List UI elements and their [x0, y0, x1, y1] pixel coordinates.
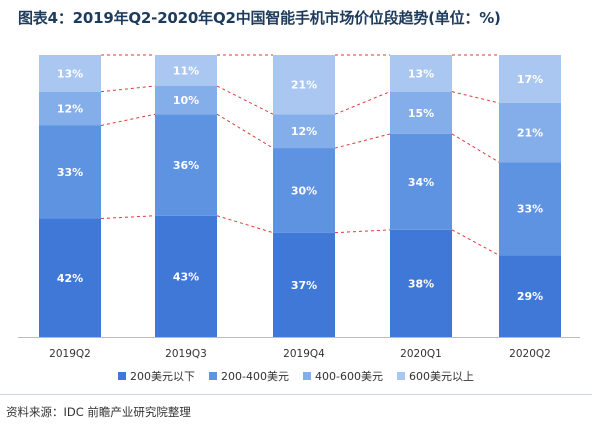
bar-segment-2020Q2-0 [499, 255, 561, 337]
x-tick-label-2019Q3: 2019Q3 [165, 348, 207, 360]
connector-line-0-1 [100, 113, 156, 126]
source-note: 资料来源：IDC 前瞻产业研究院整理 [6, 405, 191, 419]
bar-segment-2020Q2-2 [499, 102, 561, 163]
data-label-2020Q2-0: 29% [517, 290, 543, 303]
connector-line-1-0 [216, 215, 274, 234]
x-tick-label-2020Q1: 2020Q1 [400, 348, 442, 360]
bar-segment-2020Q1-3 [390, 55, 452, 92]
data-label-2019Q4-3: 21% [291, 79, 317, 92]
data-label-2019Q2-0: 42% [57, 272, 83, 285]
x-tick-label-2020Q2: 2020Q2 [509, 348, 551, 360]
legend-item-3: 600美元以上 [396, 368, 474, 384]
bar-segment-2019Q2-1 [39, 125, 101, 219]
data-label-2020Q2-3: 17% [517, 73, 543, 86]
x-tick-label-2019Q2: 2019Q2 [49, 348, 91, 360]
data-label-2019Q4-2: 12% [291, 125, 317, 138]
bar-segment-2019Q3-3 [155, 55, 217, 87]
data-label-2020Q1-3: 13% [408, 67, 434, 80]
legend-swatch-2 [303, 372, 311, 380]
data-label-2019Q3-2: 10% [173, 94, 199, 107]
connector-line-0-2 [100, 85, 156, 93]
bar-segment-2019Q4-2 [273, 114, 335, 149]
legend-item-2: 400-600美元 [303, 368, 383, 384]
legend-item-0: 200美元以下 [118, 368, 195, 384]
connector-line-0-0 [100, 215, 156, 220]
connector-line-2-1 [334, 133, 391, 149]
data-label-2019Q3-3: 11% [173, 65, 199, 78]
legend-label-0: 200美元以下 [130, 370, 196, 383]
bar-segment-2019Q3-0 [155, 215, 217, 337]
data-label-2019Q4-1: 30% [291, 184, 317, 197]
x-tick-label-2019Q4: 2019Q4 [283, 348, 325, 360]
bar-segment-2019Q2-0 [39, 218, 101, 337]
chart-title: 图表4：2019年Q2-2020年Q2中国智能手机市场价位段趋势(单位：%) [18, 9, 501, 27]
bar-segment-2019Q4-1 [273, 148, 335, 233]
bar-segment-2020Q2-3 [499, 55, 561, 103]
bar-segment-2019Q3-1 [155, 114, 217, 216]
data-label-2020Q1-2: 15% [408, 107, 434, 120]
legend-swatch-0 [118, 372, 127, 380]
data-label-2020Q2-2: 21% [517, 127, 543, 140]
data-label-2020Q1-1: 34% [408, 176, 434, 189]
data-label-2020Q1-0: 38% [408, 277, 434, 290]
legend-item-1: 200-400美元 [209, 368, 289, 384]
source-divider [0, 394, 592, 395]
connector-line-1-1 [216, 113, 274, 149]
data-label-2020Q2-1: 33% [517, 203, 543, 216]
connector-line-3-2 [451, 91, 500, 104]
legend-swatch-1 [209, 372, 218, 380]
bar-segment-2019Q4-0 [273, 232, 335, 337]
data-label-2019Q2-3: 13% [57, 67, 83, 80]
legend-label-2: 400-600美元 [315, 370, 383, 383]
bar-segment-2020Q1-2 [390, 91, 452, 134]
bar-segment-2019Q2-2 [39, 91, 101, 126]
legend-label-3: 600美元以上 [408, 370, 474, 383]
data-label-2019Q4-0: 37% [291, 279, 317, 292]
bar-segment-2020Q1-0 [390, 229, 452, 337]
bar-segment-2019Q3-2 [155, 86, 217, 115]
data-label-2019Q3-0: 43% [173, 270, 199, 283]
connector-line-3-0 [451, 229, 500, 256]
legend-swatch-3 [396, 372, 405, 380]
bar-segment-2020Q2-1 [499, 162, 561, 256]
data-label-2019Q2-2: 12% [57, 103, 83, 116]
bar-segment-2019Q4-3 [273, 55, 335, 115]
connector-line-2-0 [334, 229, 391, 234]
chart-legend: 200美元以下 200-400美元 400-600美元 600美元以上 [0, 368, 592, 384]
bar-segment-2019Q2-3 [39, 55, 101, 92]
connector-line-2-2 [334, 91, 391, 115]
legend-label-1: 200-400美元 [221, 370, 289, 383]
bar-segment-2020Q1-1 [390, 133, 452, 230]
connector-line-1-2 [216, 85, 274, 115]
data-label-2019Q3-1: 36% [173, 159, 199, 172]
connector-line-3-1 [451, 133, 500, 163]
data-label-2019Q2-1: 33% [57, 166, 83, 179]
